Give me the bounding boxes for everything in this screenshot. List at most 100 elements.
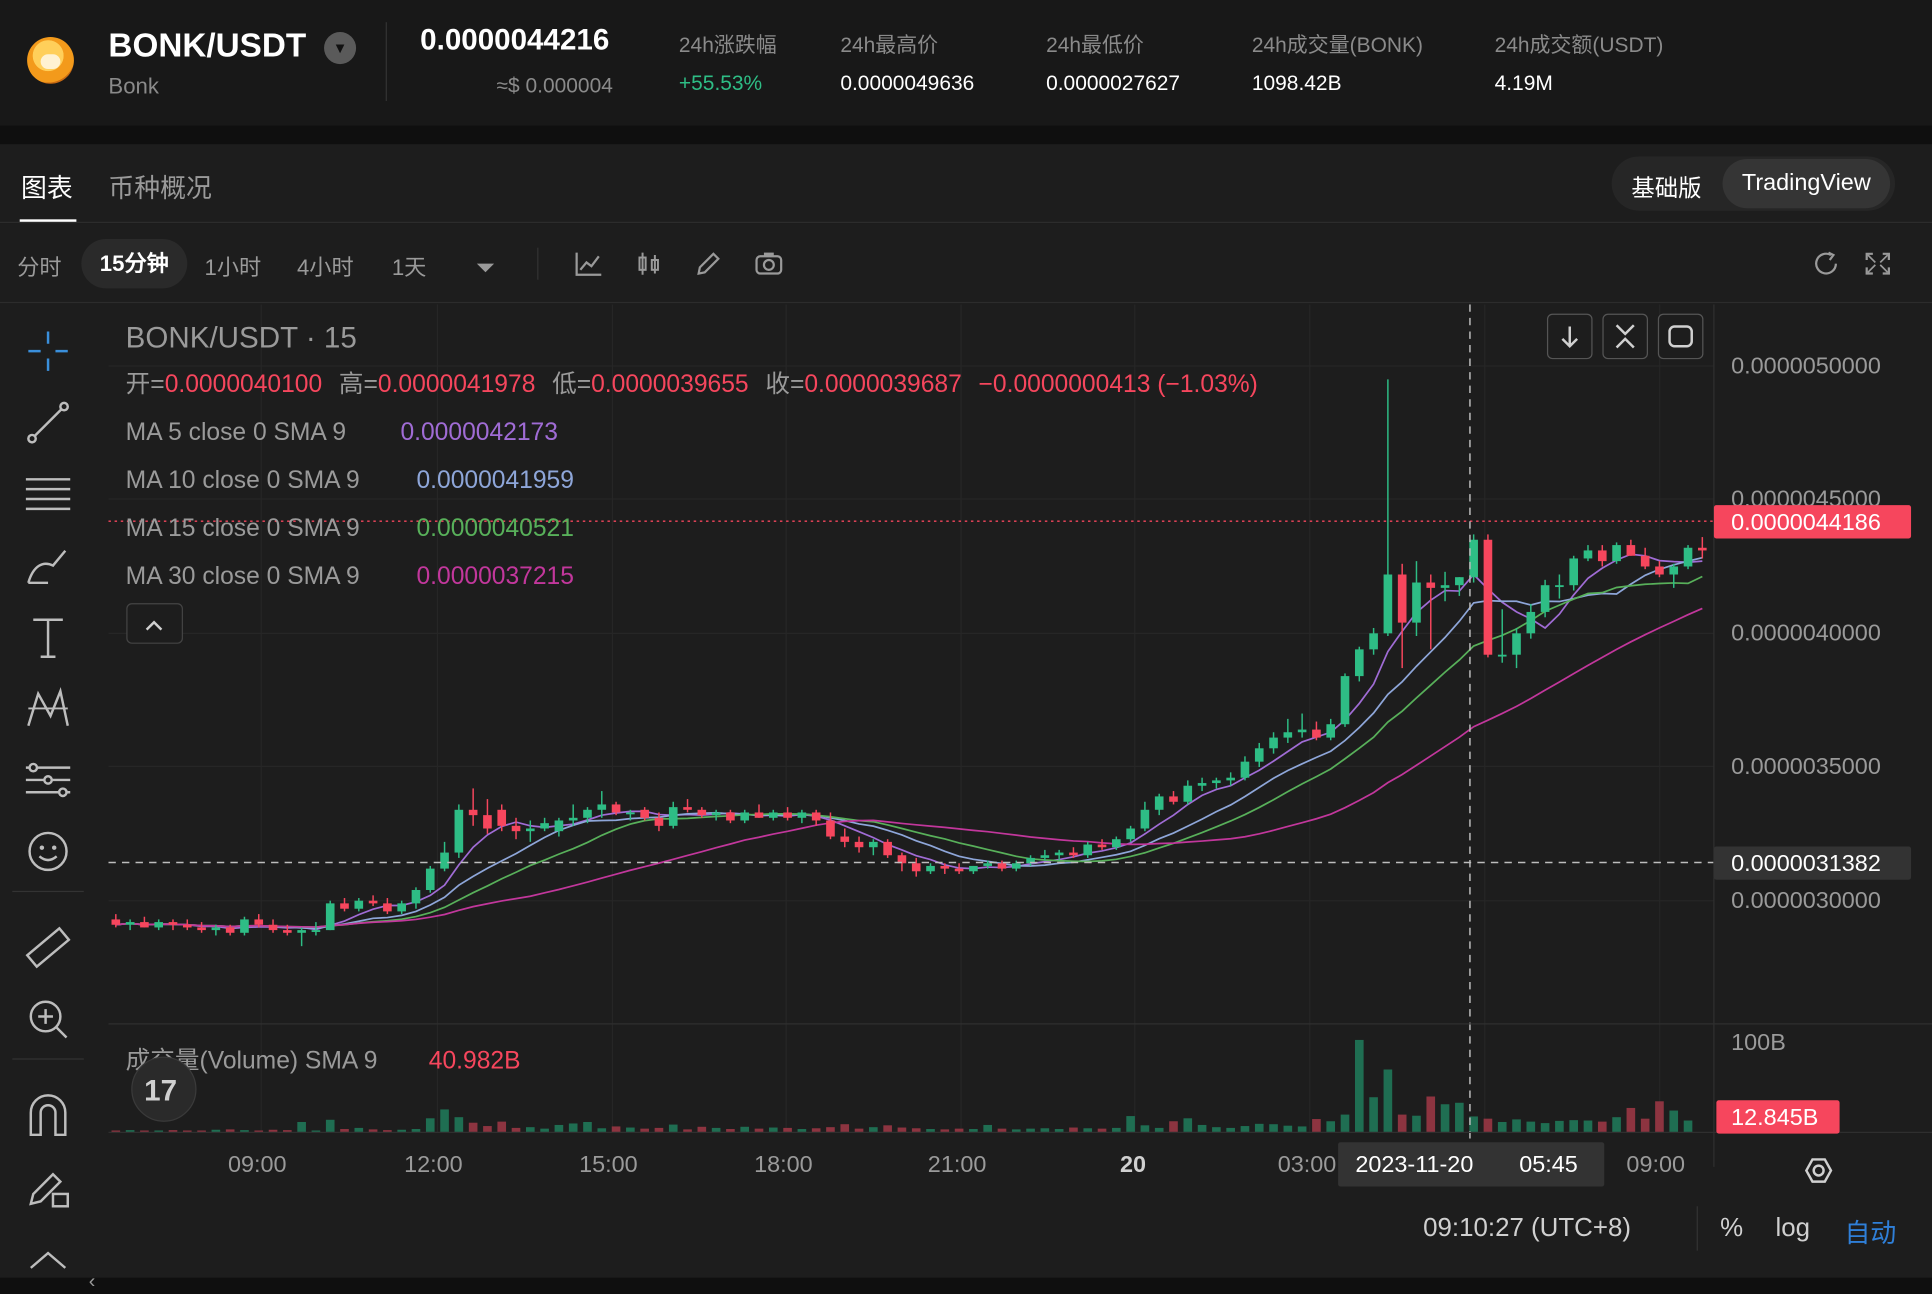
pattern-tool-icon[interactable]: [21, 681, 75, 735]
auto-scale-toggle[interactable]: 自动: [1844, 1219, 1897, 1249]
volume-bar: [1340, 1114, 1350, 1133]
stat-volume-label: 24h成交量(BONK): [1251, 33, 1423, 57]
candle-body: [640, 809, 649, 818]
text-tool-icon[interactable]: [21, 610, 75, 664]
more-intervals-icon[interactable]: [471, 255, 501, 282]
time-axis-day-label: 20: [1120, 1151, 1146, 1177]
interval-4h[interactable]: 4小时: [296, 255, 354, 280]
candle-body: [997, 863, 1007, 869]
volume-bar: [1112, 1127, 1121, 1133]
candle-body: [583, 809, 592, 818]
tools-divider-2: [12, 1058, 84, 1060]
interval-15m[interactable]: 15分钟: [81, 239, 188, 289]
draw-icon[interactable]: [694, 250, 724, 277]
interval-1h[interactable]: 1小时: [204, 255, 262, 280]
candle-body: [182, 924, 192, 928]
candle-body: [1383, 574, 1393, 634]
interval-timeline[interactable]: 分时: [17, 255, 62, 280]
candle-body: [1655, 566, 1664, 575]
volume-bar: [1626, 1107, 1636, 1133]
magnet-icon[interactable]: [21, 1088, 75, 1142]
pair-name[interactable]: BONK/USDT: [108, 27, 307, 65]
interval-1d[interactable]: 1天: [391, 255, 427, 280]
emoji-icon[interactable]: [21, 824, 75, 878]
snapshot-icon[interactable]: [754, 250, 784, 277]
brush-icon[interactable]: [21, 538, 75, 592]
candle-body: [826, 820, 835, 837]
reset-icon[interactable]: [1811, 250, 1841, 277]
candle-body: [1455, 577, 1464, 586]
volume-bar: [1312, 1119, 1321, 1133]
volume-legend-value: 40.982B: [429, 1047, 521, 1074]
candle-body: [225, 927, 235, 933]
volume-bar: [1369, 1097, 1378, 1133]
tradingview-logo[interactable]: 17: [131, 1056, 197, 1122]
time-axis-label: 21:00: [928, 1151, 987, 1177]
volume-bar: [1669, 1110, 1679, 1133]
collapse-pane-button[interactable]: [1602, 313, 1648, 360]
crosshair-icon[interactable]: [21, 324, 75, 378]
trend-line-icon[interactable]: [21, 396, 75, 450]
ruler-icon[interactable]: [21, 920, 75, 974]
ma30-value: 0.0000037215: [416, 563, 574, 590]
eraser-icon[interactable]: [21, 1231, 75, 1285]
fullscreen-icon[interactable]: [1863, 250, 1893, 277]
candle-body: [368, 900, 378, 904]
scroll-to-latest-button[interactable]: [1546, 313, 1593, 360]
volume-tag: [1716, 1100, 1840, 1134]
volume-bar: [1283, 1125, 1293, 1133]
volume-bar: [1326, 1121, 1336, 1133]
volume-bar: [811, 1128, 821, 1133]
volume-bar: [168, 1130, 178, 1133]
candle-body: [111, 919, 121, 925]
candle-body: [540, 823, 549, 829]
crosshair-price-tag: [1713, 846, 1912, 880]
volume-bar: [926, 1129, 935, 1133]
collapse-legend-button[interactable]: [126, 603, 183, 644]
candle-body: [626, 812, 635, 815]
candle-body: [754, 812, 764, 818]
maximize-pane-button[interactable]: [1657, 313, 1704, 360]
candle-body: [1040, 855, 1050, 858]
collapse-icon: [1615, 324, 1635, 349]
percent-scale-toggle[interactable]: %: [1720, 1213, 1744, 1243]
fib-retracement-icon[interactable]: [21, 467, 75, 521]
prediction-tool-icon[interactable]: [21, 753, 75, 807]
zoom-in-icon[interactable]: [21, 992, 75, 1046]
candle-body: [1069, 852, 1078, 856]
indicators-icon[interactable]: [574, 250, 604, 277]
volume-bar: [1183, 1118, 1193, 1133]
volume-bar: [225, 1129, 235, 1133]
candle-body: [697, 809, 707, 816]
volume-bar: [283, 1130, 292, 1133]
chart-settings-icon[interactable]: [1804, 1158, 1833, 1183]
volume-bar: [354, 1127, 364, 1133]
volume-bar: [526, 1127, 535, 1133]
candle-body: [1083, 844, 1093, 856]
price-chart[interactable]: BONK/USDT · 15 开=0.0000040100 高=0.000004…: [108, 304, 1932, 1277]
tabs-divider: [0, 221, 1932, 224]
volume-bar: [626, 1127, 635, 1133]
log-scale-toggle[interactable]: log: [1775, 1213, 1811, 1243]
tab-chart[interactable]: 图表: [20, 174, 73, 204]
tab-coin-overview[interactable]: 币种概况: [108, 174, 212, 204]
candle-body: [1640, 555, 1650, 567]
volume-bar: [1297, 1126, 1307, 1133]
view-basic-button[interactable]: 基础版: [1631, 176, 1702, 203]
candle-body: [1011, 863, 1021, 869]
view-tradingview-button[interactable]: TradingView: [1722, 158, 1891, 209]
candle-body: [926, 865, 935, 872]
chart-type-icon[interactable]: [635, 250, 665, 277]
volume-bar: [797, 1129, 807, 1133]
candle-body: [1126, 828, 1135, 840]
candle-body: [668, 807, 678, 826]
candle-body: [1469, 539, 1478, 578]
pair-dropdown-icon[interactable]: ▼: [324, 32, 357, 65]
collapse-toolbar-icon[interactable]: ‹: [88, 1271, 96, 1293]
volume-bar: [125, 1130, 135, 1133]
token-name: Bonk: [108, 73, 159, 99]
candle-body: [797, 812, 807, 818]
volume-bar: [1483, 1118, 1493, 1133]
lock-drawings-icon[interactable]: [21, 1159, 75, 1213]
candle-body: [440, 852, 449, 869]
